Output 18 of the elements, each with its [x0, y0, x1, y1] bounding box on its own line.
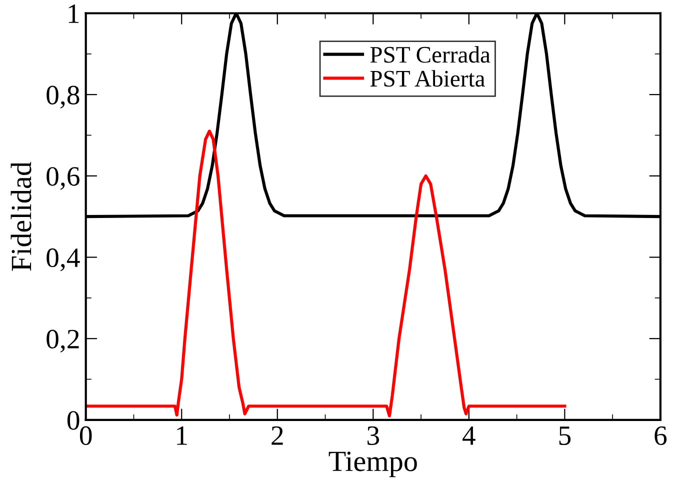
y-tick-label: 0,4 — [46, 248, 80, 272]
x-tick-label: 4 — [462, 426, 476, 445]
x-tick-label: 5 — [559, 426, 571, 446]
y-tick-label: 0,8 — [46, 86, 80, 108]
y-tick-label: 0,2 — [46, 330, 79, 352]
line-series — [86, 130, 566, 418]
x-tick-label: 1 — [177, 426, 187, 445]
y-tick-label: 1 — [68, 4, 79, 23]
x-tick-label: 2 — [272, 426, 283, 445]
y-tick-label: 0 — [67, 411, 80, 430]
x-tick-label: 3 — [368, 426, 380, 446]
x-tick-label: 6 — [654, 426, 667, 446]
y-axis-title: Fidelidad — [10, 162, 32, 271]
x-tick-label: 0 — [80, 426, 92, 446]
legend-label: PST Cerrada — [370, 46, 490, 63]
y-tick-label: 0,6 — [46, 167, 80, 190]
legend-label: PST Abierta — [370, 70, 485, 87]
x-axis-title: Tiempo — [328, 452, 417, 478]
